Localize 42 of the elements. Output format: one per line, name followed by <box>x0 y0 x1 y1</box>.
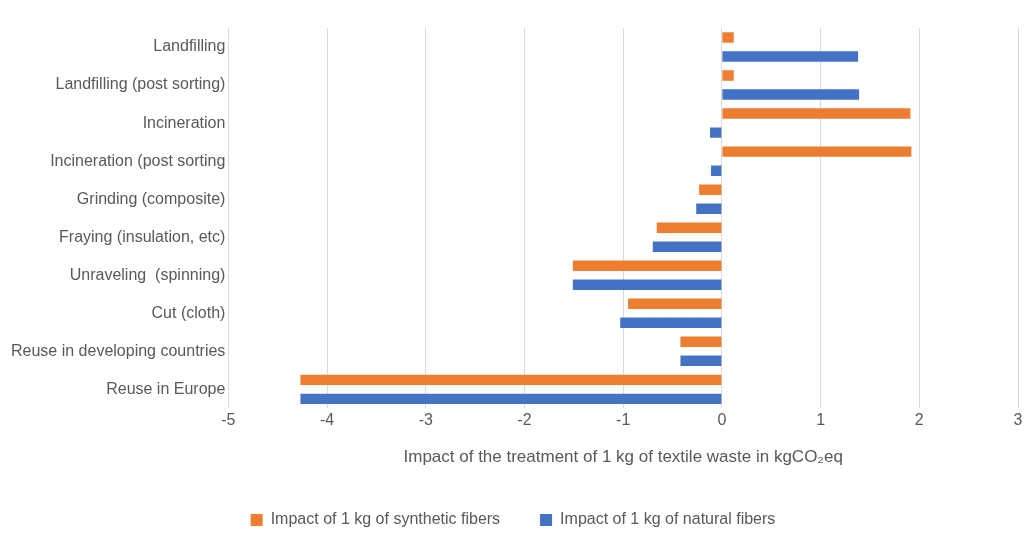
x-tick-label: 0 <box>717 411 727 429</box>
x-axis-title: Impact of the treatment of 1 kg of textile waste in kgCO₂eq <box>403 447 843 467</box>
legend-label: Impact of 1 kg of natural fibers <box>560 510 776 528</box>
bar <box>620 317 722 329</box>
x-tick-label: -5 <box>221 411 236 429</box>
bar <box>711 165 722 176</box>
bar <box>572 279 722 290</box>
bar <box>300 393 722 405</box>
bar <box>572 260 722 271</box>
bar <box>699 184 722 195</box>
bar <box>722 51 859 62</box>
bar <box>652 241 722 252</box>
y-tick-label: Incineration <box>142 113 226 131</box>
x-tick-label: -3 <box>418 411 433 429</box>
y-tick-label: Incineration (post sorting <box>50 151 226 169</box>
bar <box>722 146 912 157</box>
bar <box>300 374 722 386</box>
x-tick-label: -2 <box>517 411 532 429</box>
bar <box>680 336 722 348</box>
bar <box>710 127 722 138</box>
x-tick-label: 2 <box>914 411 924 429</box>
bar <box>680 355 722 367</box>
bar <box>722 32 734 43</box>
x-tick-label: 3 <box>1013 411 1023 429</box>
y-tick-label: Reuse in Europe <box>106 379 226 397</box>
y-tick-label: Cut (cloth) <box>151 303 226 321</box>
y-tick-label: Unraveling (spinning) <box>69 265 226 283</box>
y-tick-label: Reuse in developing countries <box>11 341 226 359</box>
y-tick-label: Fraying (insulation, etc) <box>59 227 226 245</box>
bar <box>722 89 860 100</box>
bar <box>628 298 722 310</box>
x-tick-label: -1 <box>616 411 631 429</box>
y-tick-label: Landfilling <box>153 37 226 55</box>
y-tick-label: Grinding (composite) <box>76 189 226 207</box>
x-tick-label: 1 <box>816 411 826 429</box>
legend-label: Impact of 1 kg of synthetic fibers <box>270 510 501 528</box>
bar <box>722 108 911 119</box>
bar <box>656 222 722 233</box>
x-tick-label: -4 <box>319 411 335 429</box>
y-tick-label: Landfilling (post sorting) <box>55 75 226 93</box>
bar <box>696 203 722 214</box>
bar <box>722 70 734 81</box>
